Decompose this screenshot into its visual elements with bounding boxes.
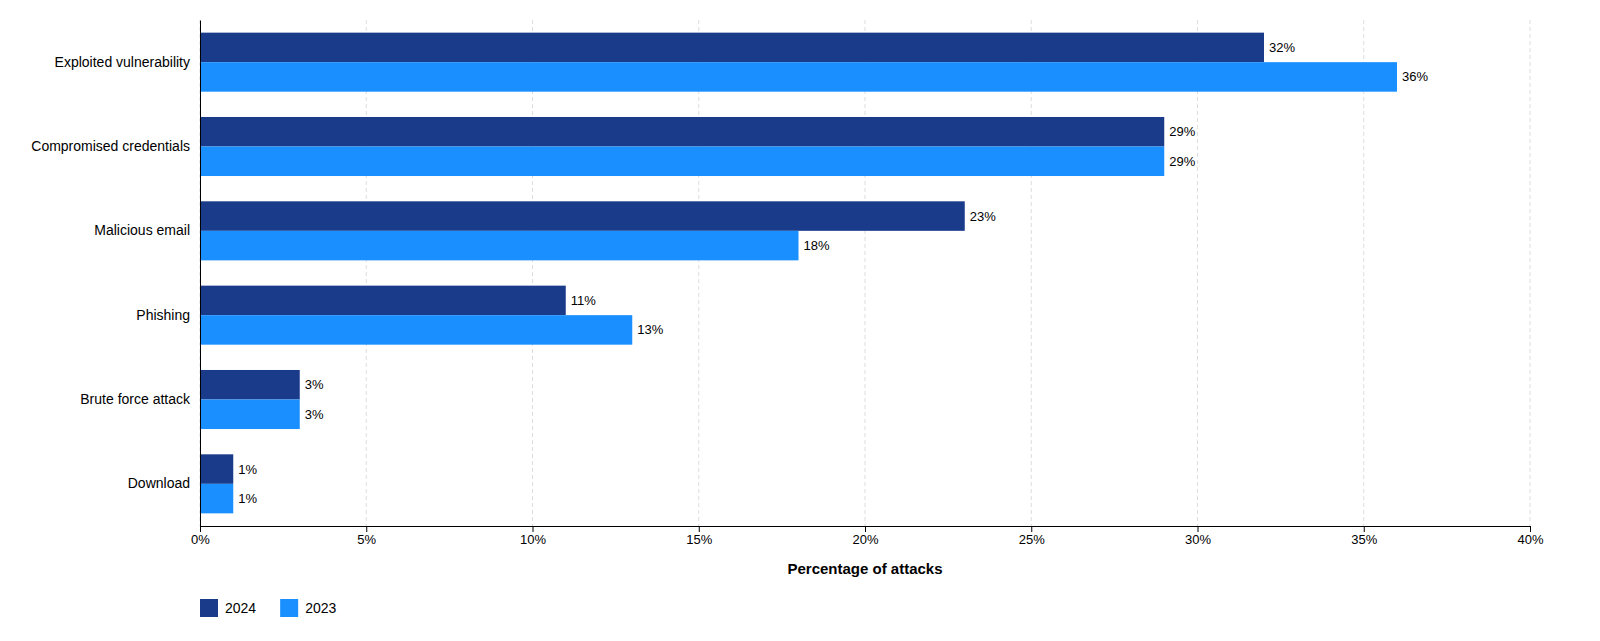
grid-line	[698, 20, 699, 526]
y-tick-label: Exploited vulnerability	[55, 54, 190, 70]
grid-line	[1031, 20, 1032, 526]
data-label: 13%	[637, 322, 663, 337]
bar	[200, 62, 1397, 92]
x-axis: 0% 5% 10% 15% 20% 25% 30% 35% 40%	[191, 526, 1544, 547]
x-tick: 15%	[686, 526, 712, 547]
bars	[200, 33, 1397, 514]
x-tick-mark	[1198, 526, 1199, 532]
y-tick: Malicious email	[94, 222, 190, 238]
x-tick: 35%	[1351, 526, 1377, 547]
chart: 0% 5% 10% 15% 20% 25% 30% 35% 40% Exploited vulne…	[0, 0, 1600, 641]
bar	[200, 484, 233, 514]
data-label: 23%	[970, 209, 996, 224]
data-label: 3%	[305, 377, 324, 392]
x-tick-label: 25%	[1019, 532, 1045, 547]
x-tick-label: 15%	[686, 532, 712, 547]
y-tick: Exploited vulnerability	[55, 54, 190, 70]
x-tick: 0%	[191, 526, 210, 547]
x-tick-mark	[699, 526, 700, 532]
x-tick: 20%	[852, 526, 878, 547]
data-label: 1%	[238, 491, 257, 506]
y-tick-label: Phishing	[136, 307, 190, 323]
bar	[200, 33, 1264, 63]
x-tick-mark	[1530, 526, 1531, 532]
x-tick-mark	[1364, 526, 1365, 532]
bar	[200, 117, 1164, 147]
x-tick: 5%	[357, 526, 376, 547]
grid-line	[1363, 20, 1364, 526]
data-label: 29%	[1169, 124, 1195, 139]
x-tick: 30%	[1185, 526, 1211, 547]
bar	[200, 454, 233, 484]
bar	[200, 315, 632, 345]
x-tick-label: 5%	[357, 532, 376, 547]
bar	[200, 400, 300, 430]
bar	[200, 286, 566, 316]
x-tick-label: 40%	[1517, 532, 1543, 547]
y-axis: Exploited vulnerability Compromised crede…	[31, 21, 200, 527]
x-tick-mark	[865, 526, 866, 532]
data-label: 3%	[305, 407, 324, 422]
bar-series	[200, 33, 1264, 484]
x-tick-label: 10%	[520, 532, 546, 547]
grid-line	[1197, 20, 1198, 526]
y-tick: Download	[128, 475, 190, 491]
legend: 2024 2023	[200, 599, 337, 617]
y-tick: Brute force attack	[80, 391, 191, 407]
bar	[200, 370, 300, 400]
bar	[200, 231, 799, 261]
data-label: 36%	[1402, 69, 1428, 84]
data-label: 1%	[238, 462, 257, 477]
y-tick-label: Malicious email	[94, 222, 190, 238]
bar-series	[200, 62, 1397, 513]
y-tick-label: Compromised credentials	[31, 138, 190, 154]
y-tick-label: Download	[128, 475, 190, 491]
x-tick-mark	[366, 526, 367, 532]
x-tick-label: 20%	[852, 532, 878, 547]
y-axis-line	[200, 21, 201, 527]
grid-line	[200, 20, 201, 526]
grid-line	[532, 20, 533, 526]
y-tick: Compromised credentials	[31, 138, 190, 154]
y-tick-label: Brute force attack	[80, 391, 191, 407]
data-label: 11%	[571, 293, 596, 308]
x-tick-mark	[1031, 526, 1032, 532]
grid-line	[1530, 20, 1531, 526]
x-tick: 40%	[1517, 526, 1543, 547]
data-label: 32%	[1269, 40, 1295, 55]
legend-swatch	[280, 599, 298, 617]
x-axis-title: Percentage of attacks	[787, 560, 942, 577]
grid-line	[366, 20, 367, 526]
x-tick-label: 35%	[1351, 532, 1377, 547]
data-label: 29%	[1169, 154, 1195, 169]
legend-label: 2023	[305, 600, 336, 616]
x-tick: 10%	[520, 526, 546, 547]
data-labels: 32% 29% 23% 11% 3% 1% 36% 29% 18% 13% 3% 1%	[238, 40, 1428, 506]
y-tick: Phishing	[136, 307, 190, 323]
x-tick-label: 30%	[1185, 532, 1211, 547]
x-tick: 25%	[1019, 526, 1045, 547]
plot: 0% 5% 10% 15% 20% 25% 30% 35% 40% Exploited vulne…	[31, 20, 1544, 617]
grid	[200, 20, 1530, 526]
x-tick-mark	[200, 526, 201, 532]
legend-swatch	[200, 599, 218, 617]
grid-line	[865, 20, 866, 526]
legend-item: 2023	[280, 599, 336, 617]
bar	[200, 201, 965, 231]
bar	[200, 147, 1164, 177]
legend-item: 2024	[200, 599, 256, 617]
data-label: 18%	[804, 238, 830, 253]
legend-label: 2024	[225, 600, 256, 616]
x-tick-mark	[533, 526, 534, 532]
x-tick-label: 0%	[191, 532, 210, 547]
